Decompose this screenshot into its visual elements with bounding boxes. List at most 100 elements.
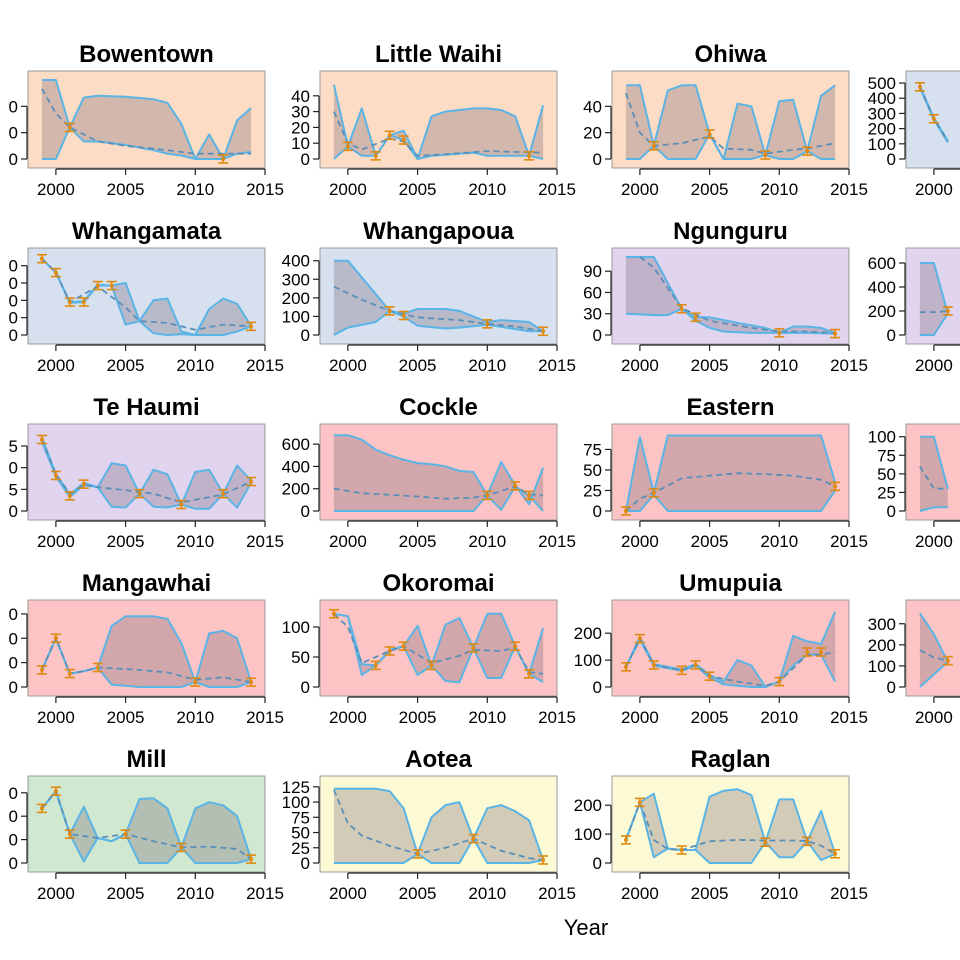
panel-little-waihi-y-tick-label-10: 10 bbox=[291, 134, 310, 153]
panel-little-waihi-plot-area bbox=[332, 84, 545, 161]
panel-mill-point-2009 bbox=[176, 842, 187, 853]
panel-umupuia: Umupuia 0 100 200 2000 2005 2010 2015 bbox=[574, 570, 868, 727]
panel-okoromai-point-2006 bbox=[426, 660, 437, 671]
panel-umupuia-point-2003 bbox=[676, 665, 687, 676]
panel-ohiwa-point-2001 bbox=[648, 141, 659, 151]
panel-raglan-trend-line bbox=[625, 799, 836, 855]
panel-clipped-11-background bbox=[905, 423, 960, 521]
panel-whangamata-point-2000 bbox=[50, 267, 61, 278]
panel-aotea-x-tick-label-2010: 2010 bbox=[468, 884, 506, 903]
panel-aotea-y-tick-label-125: 125 bbox=[282, 778, 310, 797]
panel-ngunguru-x-tick-label-2005: 2005 bbox=[691, 356, 729, 375]
panel-bowentown-y-tick-label-15: 0 bbox=[9, 124, 18, 143]
panel-ohiwa-y-tick-label-40: 40 bbox=[583, 97, 602, 116]
panel-te-haumi-point-2012 bbox=[218, 488, 229, 499]
panel-umupuia-y-tick-label-100: 100 bbox=[574, 651, 602, 670]
panel-te-haumi-point-2006 bbox=[134, 488, 145, 499]
panel-umupuia-point-1999 bbox=[620, 662, 631, 672]
x-axis-label: Year bbox=[564, 915, 608, 940]
panel-ngunguru: Ngunguru 0 30 60 90 2000 2005 2010 2015 bbox=[583, 218, 868, 375]
panel-clipped-3-point-1999 bbox=[914, 82, 925, 92]
panel-little-waihi-y-tick-label-0: 0 bbox=[301, 150, 310, 169]
panel-mangawhai-y-tick-label-0: 0 bbox=[9, 678, 18, 697]
panel-ngunguru-point-2014 bbox=[830, 328, 841, 339]
panel-whangamata-y-tick-label-100: 0 bbox=[9, 309, 18, 328]
panel-umupuia-point-2005 bbox=[704, 671, 715, 682]
panel-aotea-point-2005 bbox=[412, 849, 423, 859]
panel-aotea-y-tick-label-100: 100 bbox=[282, 793, 310, 812]
panel-aotea-point-2014 bbox=[538, 855, 549, 865]
panel-whangamata-y-tick-label-200: 0 bbox=[9, 291, 18, 310]
panel-whangapoua-x-tick-label-2015: 2015 bbox=[538, 356, 576, 375]
panel-okoromai-point-2003 bbox=[384, 646, 395, 656]
panel-ohiwa-lower-bound-line bbox=[625, 133, 836, 160]
panel-te-haumi-upper-bound-line bbox=[40, 436, 252, 506]
panel-whangapoua-title: Whangapoua bbox=[363, 218, 514, 245]
panel-mangawhai-y-tick-label-30: 0 bbox=[9, 605, 18, 624]
panel-raglan-lower-bound-line bbox=[624, 801, 836, 864]
panel-mill-point-2001 bbox=[64, 829, 75, 839]
panel-clipped-3: 01002003004005002000200520102015 bbox=[868, 70, 960, 199]
panel-mangawhai-point-1999 bbox=[36, 665, 47, 675]
panel-little-waihi-title: Little Waihi bbox=[375, 41, 502, 68]
panel-clipped-11-upper-bound-line bbox=[919, 435, 949, 489]
panel-raglan-plot-area bbox=[620, 788, 841, 864]
panel-te-haumi-background bbox=[27, 423, 266, 521]
panel-whangamata-point-2001 bbox=[64, 297, 75, 307]
panel-clipped-11-y-tick-label-0: 0 bbox=[887, 502, 896, 521]
panel-te-haumi-y-tick-label-10: 0 bbox=[9, 459, 18, 478]
panel-okoromai-point-2012 bbox=[510, 641, 521, 652]
panel-mangawhai-confidence-band bbox=[41, 616, 252, 687]
panel-cockle-title: Cockle bbox=[399, 394, 478, 421]
panel-umupuia-y-tick-label-200: 200 bbox=[574, 624, 602, 643]
panel-whangapoua-y-tick-label-100: 100 bbox=[282, 307, 310, 326]
panel-clipped-15-y-tick-label-300: 300 bbox=[868, 615, 896, 634]
panel-okoromai-point-2009 bbox=[468, 643, 479, 653]
panel-umupuia-title: Umupuia bbox=[679, 570, 782, 597]
panel-clipped-15-point-2001 bbox=[942, 655, 953, 666]
panel-ohiwa-y-tick-label-0: 0 bbox=[593, 150, 602, 169]
panel-aotea-background bbox=[319, 775, 558, 873]
panel-cockle-y-tick-label-600: 600 bbox=[282, 435, 310, 454]
panel-cockle-point-2013 bbox=[524, 490, 535, 501]
panel-raglan-x-tick-label-2000: 2000 bbox=[621, 884, 659, 903]
panel-okoromai-point-1999 bbox=[328, 608, 339, 619]
panel-whangamata-y-tick-label-400: 0 bbox=[9, 257, 18, 276]
panel-raglan-point-2003 bbox=[676, 845, 687, 855]
panel-eastern-background bbox=[611, 423, 850, 521]
panel-ngunguru-y-tick-label-0: 0 bbox=[593, 326, 602, 345]
panel-clipped-3-y-tick-label-100: 100 bbox=[868, 135, 896, 154]
panel-raglan-background bbox=[611, 775, 850, 873]
panel-bowentown-x-tick-label-2005: 2005 bbox=[107, 180, 145, 199]
panel-raglan-upper-bound-line bbox=[624, 788, 837, 855]
panel-clipped-7-y-tick-label-200: 200 bbox=[868, 302, 896, 321]
panel-cockle-point-2012 bbox=[510, 481, 521, 491]
panel-clipped-11-trend-line bbox=[919, 465, 948, 490]
panel-eastern-lower-bound-line bbox=[625, 489, 836, 512]
panel-bowentown: Bowentown 0 0 0 2000 2005 2010 2015 bbox=[9, 41, 284, 199]
panel-cockle-trend-line bbox=[333, 485, 544, 500]
panel-clipped-3-x-tick-label-2000: 2000 bbox=[915, 180, 953, 199]
panel-ohiwa-title: Ohiwa bbox=[694, 41, 767, 68]
panel-te-haumi: Te Haumi 0 5 0 5 2000 2005 2010 2015 bbox=[9, 394, 284, 551]
panel-mangawhai-plot-area bbox=[36, 615, 257, 688]
panel-bowentown-point-2001 bbox=[64, 122, 75, 133]
panel-umupuia-x-tick-label-2005: 2005 bbox=[691, 708, 729, 727]
panel-mangawhai-trend-line bbox=[41, 635, 252, 683]
panel-mill-point-2000 bbox=[50, 786, 61, 797]
panel-whangapoua-y-tick-label-0: 0 bbox=[301, 326, 310, 345]
panel-eastern-x-tick-label-2000: 2000 bbox=[621, 532, 659, 551]
panel-umupuia-plot-area bbox=[620, 611, 837, 688]
panel-eastern-trend-line bbox=[625, 472, 836, 512]
panel-te-haumi-point-1999 bbox=[36, 434, 47, 445]
panel-ngunguru-x-tick-label-2015: 2015 bbox=[830, 356, 868, 375]
panel-whangapoua-point-2010 bbox=[482, 319, 493, 329]
panel-whangamata-plot-area bbox=[36, 253, 257, 336]
panel-clipped-7-confidence-band bbox=[919, 263, 948, 335]
panel-eastern-plot-area bbox=[620, 434, 841, 516]
panel-ngunguru-plot-area bbox=[625, 256, 841, 339]
panel-umupuia-point-2000 bbox=[634, 633, 645, 644]
